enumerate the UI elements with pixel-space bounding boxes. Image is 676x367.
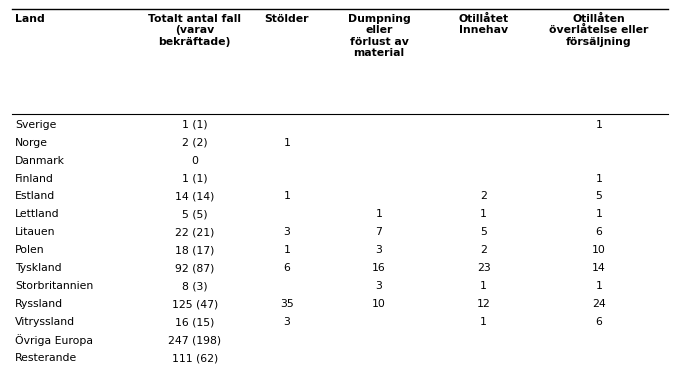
Text: 247 (198): 247 (198) xyxy=(168,335,221,345)
Text: Övriga Europa: Övriga Europa xyxy=(15,334,93,346)
Text: Estland: Estland xyxy=(15,192,55,201)
Text: 1: 1 xyxy=(596,174,602,184)
Text: 2: 2 xyxy=(480,192,487,201)
Text: 1: 1 xyxy=(480,210,487,219)
Text: Finland: Finland xyxy=(15,174,54,184)
Text: 1: 1 xyxy=(376,210,383,219)
Text: 1: 1 xyxy=(596,281,602,291)
Text: Polen: Polen xyxy=(15,246,45,255)
Text: 125 (47): 125 (47) xyxy=(172,299,218,309)
Text: 111 (62): 111 (62) xyxy=(172,353,218,363)
Text: 14 (14): 14 (14) xyxy=(175,192,214,201)
Text: 1: 1 xyxy=(283,246,290,255)
Text: Tyskland: Tyskland xyxy=(15,264,62,273)
Text: 6: 6 xyxy=(596,228,602,237)
Text: Totalt antal fall
(varav
bekräftade): Totalt antal fall (varav bekräftade) xyxy=(148,14,241,47)
Text: 5 (5): 5 (5) xyxy=(182,210,208,219)
Text: 1: 1 xyxy=(283,138,290,148)
Text: Vitryssland: Vitryssland xyxy=(15,317,75,327)
Text: 1: 1 xyxy=(283,192,290,201)
Text: 2 (2): 2 (2) xyxy=(182,138,208,148)
Text: Dumpning
eller
förlust av
material: Dumpning eller förlust av material xyxy=(347,14,410,58)
Text: 10: 10 xyxy=(592,246,606,255)
Text: Litauen: Litauen xyxy=(15,228,55,237)
Text: 1: 1 xyxy=(480,281,487,291)
Text: Norge: Norge xyxy=(15,138,48,148)
Text: 1: 1 xyxy=(480,317,487,327)
Text: 1 (1): 1 (1) xyxy=(182,120,208,130)
Text: 1: 1 xyxy=(596,120,602,130)
Text: 22 (21): 22 (21) xyxy=(175,228,214,237)
Text: 3: 3 xyxy=(376,246,383,255)
Text: 1 (1): 1 (1) xyxy=(182,174,208,184)
Text: 2: 2 xyxy=(480,246,487,255)
Text: 6: 6 xyxy=(283,264,290,273)
Text: 1: 1 xyxy=(596,210,602,219)
Text: Stölder: Stölder xyxy=(264,14,309,23)
Text: 7: 7 xyxy=(376,228,383,237)
Text: Sverige: Sverige xyxy=(15,120,56,130)
Text: Danmark: Danmark xyxy=(15,156,65,166)
Text: 6: 6 xyxy=(596,317,602,327)
Text: 5: 5 xyxy=(480,228,487,237)
Text: 35: 35 xyxy=(280,299,294,309)
Text: 3: 3 xyxy=(283,228,290,237)
Text: 16 (15): 16 (15) xyxy=(175,317,214,327)
Text: Resterande: Resterande xyxy=(15,353,77,363)
Text: 3: 3 xyxy=(283,317,290,327)
Text: Otillåtet
Innehav: Otillåtet Innehav xyxy=(458,14,508,35)
Text: 5: 5 xyxy=(596,192,602,201)
Text: Ryssland: Ryssland xyxy=(15,299,63,309)
Text: 92 (87): 92 (87) xyxy=(175,264,214,273)
Text: 24: 24 xyxy=(592,299,606,309)
Text: 14: 14 xyxy=(592,264,606,273)
Text: 12: 12 xyxy=(477,299,491,309)
Text: Lettland: Lettland xyxy=(15,210,59,219)
Text: Land: Land xyxy=(15,14,45,23)
Text: 3: 3 xyxy=(376,281,383,291)
Text: Storbritannien: Storbritannien xyxy=(15,281,93,291)
Text: 8 (3): 8 (3) xyxy=(182,281,208,291)
Text: Otillåten
överlåtelse eller
försäljning: Otillåten överlåtelse eller försäljning xyxy=(549,14,648,47)
Text: 16: 16 xyxy=(372,264,386,273)
Text: 18 (17): 18 (17) xyxy=(175,246,214,255)
Text: 10: 10 xyxy=(372,299,386,309)
Text: 23: 23 xyxy=(477,264,491,273)
Text: 0: 0 xyxy=(191,156,198,166)
